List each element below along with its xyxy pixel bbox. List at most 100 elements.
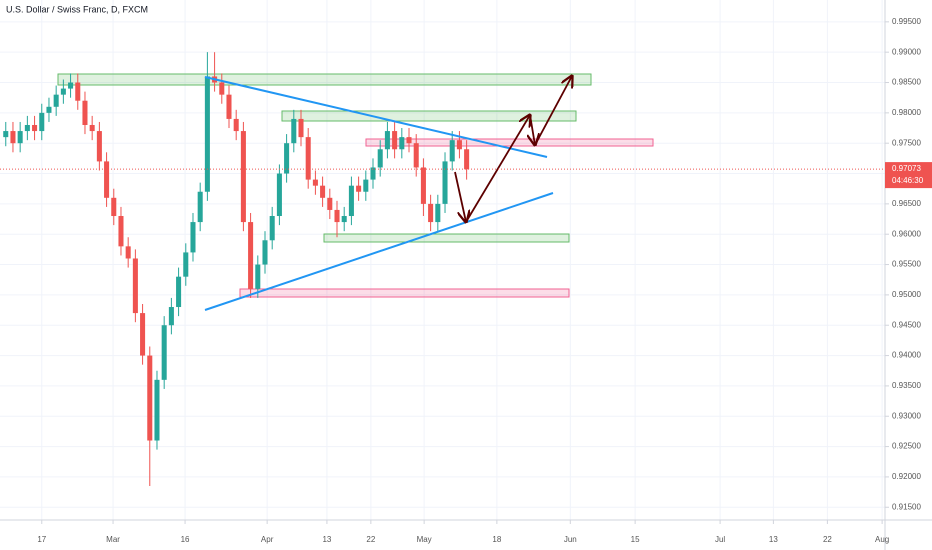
candle-body [68,82,74,89]
x-tick-label: 13 [769,535,778,544]
candle-body [226,94,232,119]
x-tick-label: 18 [492,535,501,544]
y-tick-label: 0.95000 [892,290,921,299]
arrow [465,115,530,223]
candle-body [291,118,297,144]
candle-body [82,100,88,125]
candle-body [161,325,167,380]
y-tick-label: 0.91500 [892,502,921,511]
candle-body [140,313,146,356]
y-tick-label: 0.92500 [892,442,921,451]
candle-body [132,258,138,314]
candle-body [262,240,268,265]
candle-body [348,185,354,217]
candle-body [305,137,311,180]
candle-body [406,137,412,144]
arrow [454,171,466,222]
candle-body [233,118,239,132]
trend-line [204,76,548,158]
arrow [534,76,572,146]
candle-body [248,222,254,289]
x-tick-label: Jun [564,535,577,544]
candle-body [39,112,45,132]
candle-body [312,179,318,186]
candle-body [399,137,405,150]
candle-body [204,76,210,192]
y-tick-label: 0.94000 [892,351,921,360]
y-tick-label: 0.98500 [892,78,921,87]
y-tick-label: 0.95500 [892,260,921,269]
candle-body [327,197,333,210]
x-tick-label: 13 [322,535,331,544]
y-tick-label: 0.94500 [892,320,921,329]
candle-body [219,82,225,95]
candle-body [75,82,81,101]
y-tick-label: 0.97500 [892,138,921,147]
x-tick-label: Aug [875,535,889,544]
candle-body [341,216,347,223]
countdown-label: 04:46:30 [892,176,924,185]
x-tick-label: 15 [631,535,640,544]
candle-body [298,118,304,138]
candle-body [17,131,23,144]
last-price-box [885,162,932,189]
x-tick-label: 17 [37,535,46,544]
candle-body [10,131,16,144]
candle-body [456,140,462,150]
y-tick-label: 0.96000 [892,229,921,238]
candle-body [377,149,383,168]
candle-body [428,203,434,223]
candle-body [449,140,455,162]
candles [3,52,470,487]
candle-body [413,143,419,168]
support-zone [323,233,570,243]
candle-body [284,143,290,174]
candle-body [363,179,369,192]
candle-body [269,216,275,241]
candle-body [147,355,153,441]
resistance-zone [281,110,577,122]
candle-body [334,209,340,223]
candle-body [255,264,261,289]
resistance-zone [365,138,654,147]
candle-body [154,379,160,441]
candle-body [183,252,189,277]
candle-body [276,173,282,217]
last-price-label: 0.97073 [892,164,921,173]
candle-body [356,185,362,192]
candle-body [111,197,117,217]
candle-body [435,203,441,223]
candle-body [176,276,182,308]
candle-body [24,124,30,132]
candle-body [125,246,131,259]
candle-body [32,124,38,132]
candle-body [104,161,110,198]
candle-body [96,131,102,162]
arrow [530,114,535,145]
support-zone [239,288,570,298]
candle-body [392,131,398,150]
candle-body [384,131,390,150]
candle-body [320,185,326,198]
y-tick-label: 0.98000 [892,108,921,117]
candle-body [60,88,66,95]
chart-title: U.S. Dollar / Swiss Franc, D, FXCM [6,4,148,14]
candle-body [3,131,9,138]
candle-body [197,191,203,223]
x-tick-label: Jul [715,535,725,544]
y-tick-label: 0.92000 [892,472,921,481]
candle-body [442,161,448,204]
y-tick-label: 0.93000 [892,411,921,420]
candle-body [464,149,470,170]
candle-body [89,124,95,132]
y-tick-label: 0.99500 [892,17,921,26]
x-tick-label: May [417,535,432,544]
trend-line [204,192,554,311]
y-tick-label: 0.93500 [892,381,921,390]
y-tick-label: 0.99000 [892,47,921,56]
x-tick-label: 22 [366,535,375,544]
x-tick-label: 22 [823,535,832,544]
candle-body [370,167,376,180]
